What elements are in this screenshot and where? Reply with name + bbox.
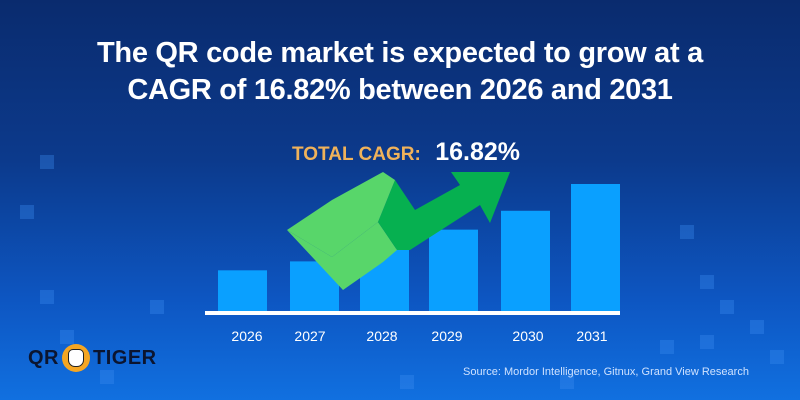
chart-title: The QR code market is expected to grow a… <box>0 35 800 109</box>
bar-2031 <box>571 184 620 311</box>
x-tick-label: 2027 <box>294 328 325 344</box>
bar-2026 <box>218 270 267 311</box>
source-note: Source: Mordor Intelligence, Gitnux, Gra… <box>463 366 749 378</box>
bar-2030 <box>501 210 550 311</box>
cagr-value: 16.82% <box>435 138 521 166</box>
x-tick-label: 2029 <box>431 328 462 344</box>
bars-group <box>218 184 620 311</box>
bar-2029 <box>429 229 478 311</box>
x-tick-label: 2026 <box>231 328 262 344</box>
growth-arrow-dark-icon <box>378 172 510 250</box>
tiger-icon <box>62 344 90 372</box>
x-tick-label: 2028 <box>366 328 397 344</box>
cagr-annotation: TOTAL CAGR: 16.82% <box>292 138 520 167</box>
title-line-1: The QR code market is expected to grow a… <box>97 37 703 69</box>
growth-arrow-light-top-icon <box>287 172 395 257</box>
title-line-2: CAGR of 16.82% between 2026 and 2031 <box>127 74 673 106</box>
x-tick-label: 2031 <box>576 328 607 344</box>
logo-text-left: QR <box>28 346 59 369</box>
x-tick-labels: 2026 2027 2028 2029 2030 2031 <box>231 328 607 344</box>
qr-tiger-logo: QR TIGER <box>28 344 157 372</box>
x-tick-label: 2030 <box>512 328 543 344</box>
cagr-label: TOTAL CAGR: <box>292 144 421 165</box>
growth-arrow-light-icon <box>287 222 397 290</box>
x-axis-line <box>205 311 620 315</box>
logo-text-right: TIGER <box>93 346 157 369</box>
